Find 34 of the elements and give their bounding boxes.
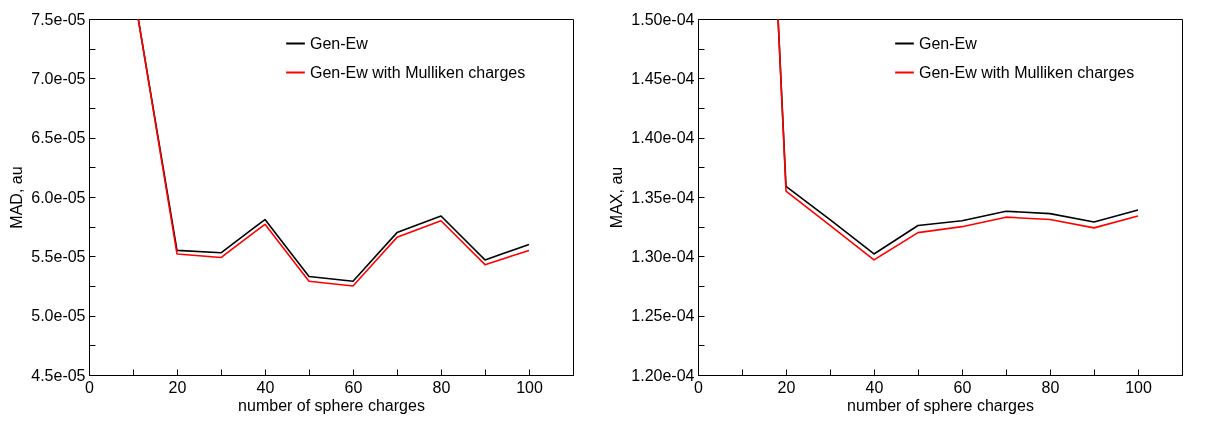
y-tick-label: 1.50e-04 [631, 10, 695, 28]
x-tick-label: 40 [256, 378, 275, 396]
legend-label: Gen-Ew with Mulliken charges [310, 63, 526, 81]
y-axis-title: MAX, au [608, 166, 626, 229]
legend-label: Gen-Ew with Mulliken charges [919, 63, 1135, 81]
x-tick-label: 20 [168, 378, 187, 396]
x-tick-label: 20 [777, 378, 796, 396]
x-axis-title: number of sphere charges [847, 396, 1034, 414]
y-tick-label: 1.40e-04 [631, 129, 695, 147]
x-tick-label: 60 [953, 378, 972, 396]
y-tick-label: 5.5e-05 [31, 247, 86, 265]
y-tick-label: 1.20e-04 [631, 366, 695, 384]
x-axis-title: number of sphere charges [238, 396, 425, 414]
y-tick-label: 6.5e-05 [31, 129, 86, 147]
x-tick-label: 40 [865, 378, 884, 396]
y-tick-label: 1.35e-04 [631, 188, 695, 206]
x-tick-label: 80 [1041, 378, 1060, 396]
y-tick-label: 7.5e-05 [31, 10, 86, 28]
y-tick-label: 7.0e-05 [31, 69, 86, 87]
x-tick-label: 100 [516, 378, 543, 396]
y-tick-label: 1.25e-04 [631, 307, 695, 325]
x-tick-label: 0 [85, 378, 95, 396]
legend-label: Gen-Ew [919, 34, 978, 52]
y-tick-label: 5.0e-05 [31, 307, 86, 325]
x-tick-label: 60 [344, 378, 363, 396]
y-tick-label: 1.30e-04 [631, 247, 695, 265]
y-tick-label: 6.0e-05 [31, 188, 86, 206]
x-tick-label: 100 [1125, 378, 1152, 396]
y-tick-label: 4.5e-05 [31, 366, 86, 384]
legend-label: Gen-Ew [310, 34, 369, 52]
x-tick-label: 80 [432, 378, 451, 396]
y-axis-title: MAD, au [8, 166, 26, 229]
y-tick-label: 1.45e-04 [631, 69, 695, 87]
x-tick-label: 0 [694, 378, 704, 396]
